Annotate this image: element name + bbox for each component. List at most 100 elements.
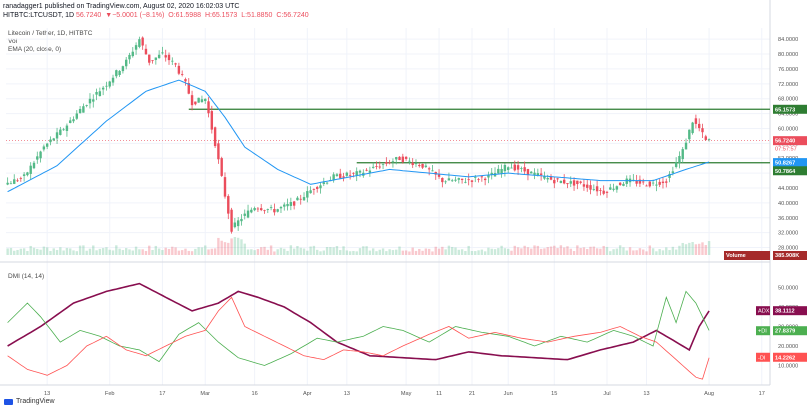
minus-di-tag: -DI — [758, 355, 766, 361]
candle-body — [157, 54, 161, 59]
volume-bar — [286, 250, 289, 255]
volume-bar — [292, 248, 296, 255]
volume-bar — [115, 245, 118, 255]
candle-body — [427, 168, 431, 170]
candle-body — [55, 132, 59, 139]
volume-badge-bg — [724, 251, 770, 260]
candle-body — [615, 186, 619, 190]
candle-body — [414, 163, 418, 165]
candle-body — [151, 60, 154, 62]
candle-body — [45, 143, 49, 147]
time-tick-label: Jul — [603, 391, 610, 397]
volume-bar — [141, 249, 144, 255]
volume-bar — [513, 245, 516, 255]
candle-body — [52, 138, 55, 141]
candle-body — [59, 129, 62, 135]
volume-bar — [467, 245, 470, 255]
candle-body — [470, 180, 474, 182]
candle-body — [625, 178, 628, 184]
volume-bar — [365, 246, 368, 255]
price-tick-label: 72.0000 — [778, 82, 798, 88]
volume-bar — [138, 249, 141, 255]
candle-body — [115, 70, 118, 77]
volume-bar — [240, 239, 243, 255]
volume-bar — [98, 248, 102, 255]
volume-bar — [658, 249, 661, 255]
candle-body — [6, 182, 9, 185]
volume-bar — [75, 251, 79, 255]
volume-bar — [289, 245, 293, 255]
candle-body — [556, 178, 559, 180]
candle-body — [441, 177, 444, 183]
volume-bar — [441, 246, 444, 255]
candle-body — [526, 169, 530, 175]
candle-body — [164, 55, 167, 58]
adx-tag-bg — [756, 306, 770, 316]
candle-body — [246, 210, 250, 218]
volume-bar — [645, 251, 648, 255]
volume-bar — [651, 248, 655, 255]
volume-bar — [691, 242, 694, 255]
volume-bar — [569, 248, 572, 255]
volume-bar — [325, 247, 329, 255]
plus-di-last-label-bg — [773, 326, 807, 336]
candle-body — [269, 207, 273, 208]
volume-bar — [503, 248, 507, 255]
volume-bar — [371, 248, 375, 255]
candle-body — [204, 98, 207, 102]
volume-bar — [174, 247, 177, 255]
volume-bar — [49, 251, 52, 255]
candle-body — [668, 173, 671, 178]
volume-bar — [395, 249, 398, 255]
candle-body — [263, 210, 266, 212]
time-tick-label: 13 — [344, 391, 350, 397]
candle-body — [595, 186, 599, 192]
level-lower-label: 50.7864 — [775, 169, 796, 175]
plus-di-last-label: 27.8379 — [775, 329, 795, 335]
volume-bar — [401, 250, 405, 255]
candle-body — [421, 163, 424, 168]
volume-bar — [180, 250, 184, 255]
volume-bar — [605, 246, 609, 255]
price-change: ▼−5.0001 (−8.1%) — [105, 12, 165, 19]
symbol: HITBTC:LTCUSDT, 1D — [3, 12, 75, 19]
volume-bar — [253, 250, 256, 255]
candle-body — [398, 156, 401, 161]
candle-body — [95, 91, 98, 95]
volume-bar — [352, 250, 355, 255]
candle-body — [480, 176, 484, 178]
time-tick-label: May — [401, 391, 412, 397]
candle-body — [599, 190, 602, 191]
time-tick-label: Mar — [200, 391, 210, 397]
price-tick-label: 44.0000 — [778, 186, 798, 192]
plus-di-tag-bg — [756, 326, 770, 336]
dmi-tick-label: 50.0000 — [778, 286, 798, 292]
candle-body — [474, 177, 477, 178]
volume-bar — [339, 250, 342, 255]
volume-bar — [697, 243, 701, 255]
volume-bar — [642, 249, 645, 255]
volume-bar — [451, 246, 454, 255]
candle-body — [236, 220, 240, 227]
volume-bar — [375, 251, 378, 255]
volume-bar — [88, 248, 92, 255]
candle-body — [694, 118, 698, 124]
volume-bar — [635, 250, 638, 255]
volume-bar — [483, 251, 487, 255]
volume-bar — [279, 247, 283, 255]
volume-badge-label: Volume — [726, 253, 746, 259]
volume-bar — [111, 250, 115, 255]
candle-body — [276, 209, 279, 212]
candle-body — [684, 142, 688, 150]
candle-body — [72, 119, 75, 122]
volume-bar — [269, 245, 273, 255]
volume-bar — [190, 251, 194, 255]
volume-bar — [497, 248, 500, 255]
candle-body — [335, 174, 339, 176]
volume-bar — [694, 244, 698, 255]
volume-bar — [85, 250, 88, 255]
volume-bar — [655, 251, 658, 255]
candle-body — [658, 181, 661, 185]
price-tick-label: 64.0000 — [778, 112, 798, 118]
